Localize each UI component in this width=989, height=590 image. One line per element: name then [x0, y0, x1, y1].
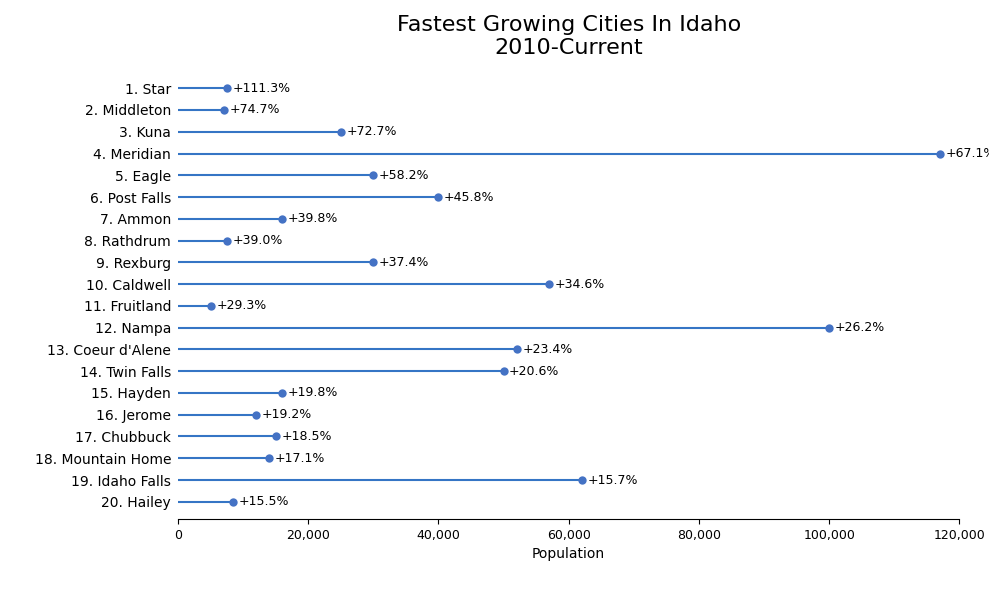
Text: +58.2%: +58.2%	[379, 169, 429, 182]
Text: +37.4%: +37.4%	[379, 256, 429, 269]
Title: Fastest Growing Cities In Idaho
2010-Current: Fastest Growing Cities In Idaho 2010-Cur…	[397, 15, 741, 58]
X-axis label: Population: Population	[532, 548, 605, 562]
Text: +39.8%: +39.8%	[288, 212, 338, 225]
Text: +19.2%: +19.2%	[262, 408, 312, 421]
Text: +15.7%: +15.7%	[587, 474, 638, 487]
Text: +34.6%: +34.6%	[555, 278, 605, 291]
Text: +111.3%: +111.3%	[232, 81, 291, 95]
Text: +20.6%: +20.6%	[509, 365, 560, 378]
Text: +67.1%: +67.1%	[945, 147, 989, 160]
Text: +26.2%: +26.2%	[835, 321, 885, 334]
Text: +23.4%: +23.4%	[522, 343, 573, 356]
Text: +74.7%: +74.7%	[229, 103, 280, 116]
Text: +72.7%: +72.7%	[346, 125, 397, 138]
Text: +45.8%: +45.8%	[444, 191, 494, 204]
Text: +17.1%: +17.1%	[275, 452, 325, 465]
Text: +18.5%: +18.5%	[281, 430, 331, 443]
Text: +29.3%: +29.3%	[217, 299, 266, 312]
Text: +19.8%: +19.8%	[288, 386, 338, 399]
Text: +39.0%: +39.0%	[232, 234, 283, 247]
Text: +15.5%: +15.5%	[239, 495, 290, 509]
